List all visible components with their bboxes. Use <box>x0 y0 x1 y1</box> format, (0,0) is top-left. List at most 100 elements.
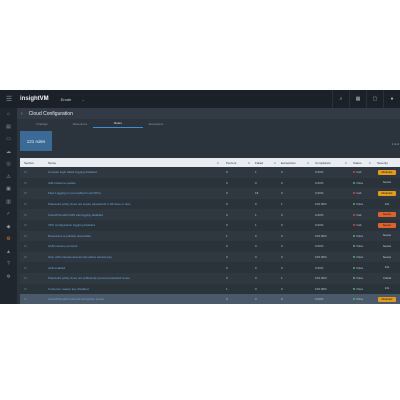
percent-cell: 0 <box>226 170 228 175</box>
scan-icon[interactable]: ◎ <box>6 161 11 168</box>
severity-badge: Severe <box>382 181 392 185</box>
rule-name-link[interactable]: Customer master key disabled <box>48 286 89 291</box>
reports-icon[interactable]: ▥ <box>6 198 11 205</box>
exceptions-cell: 0 <box>281 244 283 249</box>
severity-badge: Info <box>384 287 390 291</box>
policies-icon[interactable]: ▣ <box>6 186 11 193</box>
table-row[interactable]: ▭ Resources is publicly accessible 1 0 0 100.… <box>20 230 400 242</box>
table-row[interactable]: ▭ ALB insecure protocol 0 0 0 0.00% Pass Severe <box>20 241 400 252</box>
home-icon[interactable]: ⌂ <box>6 111 11 118</box>
column-header-compliance[interactable]: Compliance ⇅ <box>315 160 347 165</box>
section-icon: ▭ <box>24 180 27 185</box>
column-header-failed[interactable]: Failed ⇅ <box>255 160 276 165</box>
rule-name-link[interactable]: VPC configuration logging disabled <box>48 223 95 228</box>
remediation-icon[interactable]: ✓ <box>6 211 11 218</box>
monitor-icon[interactable]: ▭ <box>6 136 11 143</box>
column-header-status[interactable]: Status ⇅ <box>353 160 371 165</box>
exceptions-cell: 0 <box>281 265 283 270</box>
status-dot-icon <box>353 224 355 227</box>
column-header-severity[interactable]: Severity <box>377 160 388 165</box>
rule-name-link[interactable]: Password policy does not sufficiently pr… <box>48 276 130 281</box>
vulnerabilities-icon[interactable]: ⚠ <box>6 173 11 180</box>
tab-exceptions[interactable]: Exceptions <box>148 121 164 126</box>
tab-rules[interactable]: Rules <box>93 119 143 128</box>
section-icon: ▭ <box>24 212 27 217</box>
table-row[interactable]: ▭ Password policy does not sufficiently p… <box>20 273 400 284</box>
status-label: Pass <box>356 276 364 281</box>
table-row[interactable]: ▭ Console login failed logging disabled 0 1… <box>20 167 400 178</box>
failed-cell: 0 <box>255 276 257 281</box>
compliance-cell: 0.00% <box>315 212 324 217</box>
section-icon: ▭ <box>24 170 27 175</box>
assets-icon[interactable]: ▤ <box>6 123 11 130</box>
apps-icon[interactable]: ▦ <box>349 90 366 108</box>
status-cell: Fail <box>353 209 375 220</box>
table-row[interactable]: ▭ CloudTrail with KMS call logging disabl… <box>20 209 400 220</box>
product-logo[interactable]: insightVM <box>20 96 49 102</box>
rule-name-link[interactable]: User with console access has active acce… <box>48 255 112 260</box>
failed-cell: 1 <box>255 170 257 175</box>
section-icon: ▭ <box>24 223 27 228</box>
rules-table: Section Name ⇅ Percent ⇅ Failed ⇅ Exception… <box>20 158 400 304</box>
column-header-name[interactable]: Name ⇅ <box>48 160 219 165</box>
chart-icon[interactable]: ▲ <box>6 248 11 255</box>
rule-name-link[interactable]: Password policy does not expire password… <box>48 202 131 207</box>
column-header-section[interactable]: Section <box>24 160 35 165</box>
percent-cell: 0 <box>226 191 228 196</box>
column-header-percent[interactable]: Percent ⇅ <box>226 160 250 165</box>
cloud-icon[interactable]: ☁ <box>6 148 11 155</box>
tags-icon[interactable]: ◆ <box>6 223 11 230</box>
severity-badge: Severe <box>382 255 392 259</box>
site-selector[interactable]: Erode ⌄ <box>60 96 85 102</box>
exceptions-cell: 1 <box>281 202 283 207</box>
menu-icon[interactable]: ☰ <box>5 96 13 103</box>
notifications-icon[interactable]: ▢ <box>366 90 383 108</box>
severity-badge: Info <box>384 202 390 206</box>
back-arrow-icon[interactable]: ‹ <box>21 110 23 117</box>
status-dot-icon <box>353 277 355 280</box>
table-row[interactable]: ▭ ALB enabled 0 0 0 0.00% Pass Info <box>20 262 400 273</box>
compliance-cell: 0.00% <box>315 265 324 270</box>
exceptions-cell: 0 <box>281 170 283 175</box>
table-row[interactable]: ▭ User with console access has active acc… <box>20 251 400 263</box>
percent-cell: 0 <box>226 223 228 228</box>
compliance-cell: 100.00% <box>315 286 327 291</box>
sort-icon: ⇅ <box>344 160 347 165</box>
severity-badge: Severe <box>382 244 392 248</box>
rule-name-link[interactable]: ALB insecure protocol <box>48 244 78 249</box>
failed-cell: 1 <box>255 212 257 217</box>
severity-badge: Info <box>384 266 390 270</box>
rule-name-link[interactable]: IAM Instance update <box>48 180 76 185</box>
table-row[interactable]: ▭ Customer master key disabled 1 0 0 100.00% P… <box>20 283 400 295</box>
help-icon[interactable]: ? <box>7 261 10 268</box>
severity-badge: Critical <box>383 276 391 280</box>
rule-name-link[interactable]: Console login failed logging disabled <box>48 170 97 175</box>
table-row[interactable]: ▭ VPC configuration logging disabled 0 1 0 0.… <box>20 220 400 231</box>
page-header: ‹ Cloud Configuration <box>17 108 400 119</box>
status-dot-icon <box>353 245 355 248</box>
sidebar: ⌂ ▤ ▭ ☁ ◎ ⚠ ▣ ▥ ✓ ◆ ⚙ ▲ ? ✲ <box>0 108 17 304</box>
table-header: Section Name ⇅ Percent ⇅ Failed ⇅ Exception… <box>20 158 400 167</box>
tab-resources[interactable]: Resources <box>72 121 88 126</box>
table-row[interactable]: ▭ CloudTrail with enforced encryption sto… <box>20 294 400 304</box>
rule-name-link[interactable]: Flow Logging is not enabled in all VPCs <box>48 191 101 196</box>
tab-findings[interactable]: Findings <box>36 121 48 126</box>
status-label: Pass <box>356 244 364 249</box>
column-header-exceptions[interactable]: Exceptions ⇅ <box>281 160 309 165</box>
exceptions-cell: 0 <box>281 212 283 217</box>
automation-icon[interactable]: ⚙ <box>6 236 11 243</box>
status-label: Fail <box>356 170 362 175</box>
settings-icon[interactable]: ✲ <box>6 273 11 280</box>
rule-name-link[interactable]: CloudTrail with enforced encryption stor… <box>48 297 104 302</box>
rule-name-link[interactable]: ALB enabled <box>48 265 66 270</box>
table-row[interactable]: ▭ Password policy does not expire passwor… <box>20 198 400 210</box>
table-row[interactable]: ▭ IAM Instance update 0 0 0 0.00% Pass Severe <box>20 177 400 189</box>
table-row[interactable]: ▭ Flow Logging is not enabled in all VPCs… <box>20 188 400 199</box>
compliance-cell: 0.00% <box>315 223 324 228</box>
rule-name-link[interactable]: CloudTrail with KMS call logging disable… <box>48 212 103 217</box>
user-icon[interactable]: ● <box>383 90 400 108</box>
search-icon[interactable]: ⌕ <box>332 90 349 108</box>
status-label: Pass <box>356 180 364 185</box>
rule-name-link[interactable]: Resources is publicly accessible <box>48 233 92 238</box>
